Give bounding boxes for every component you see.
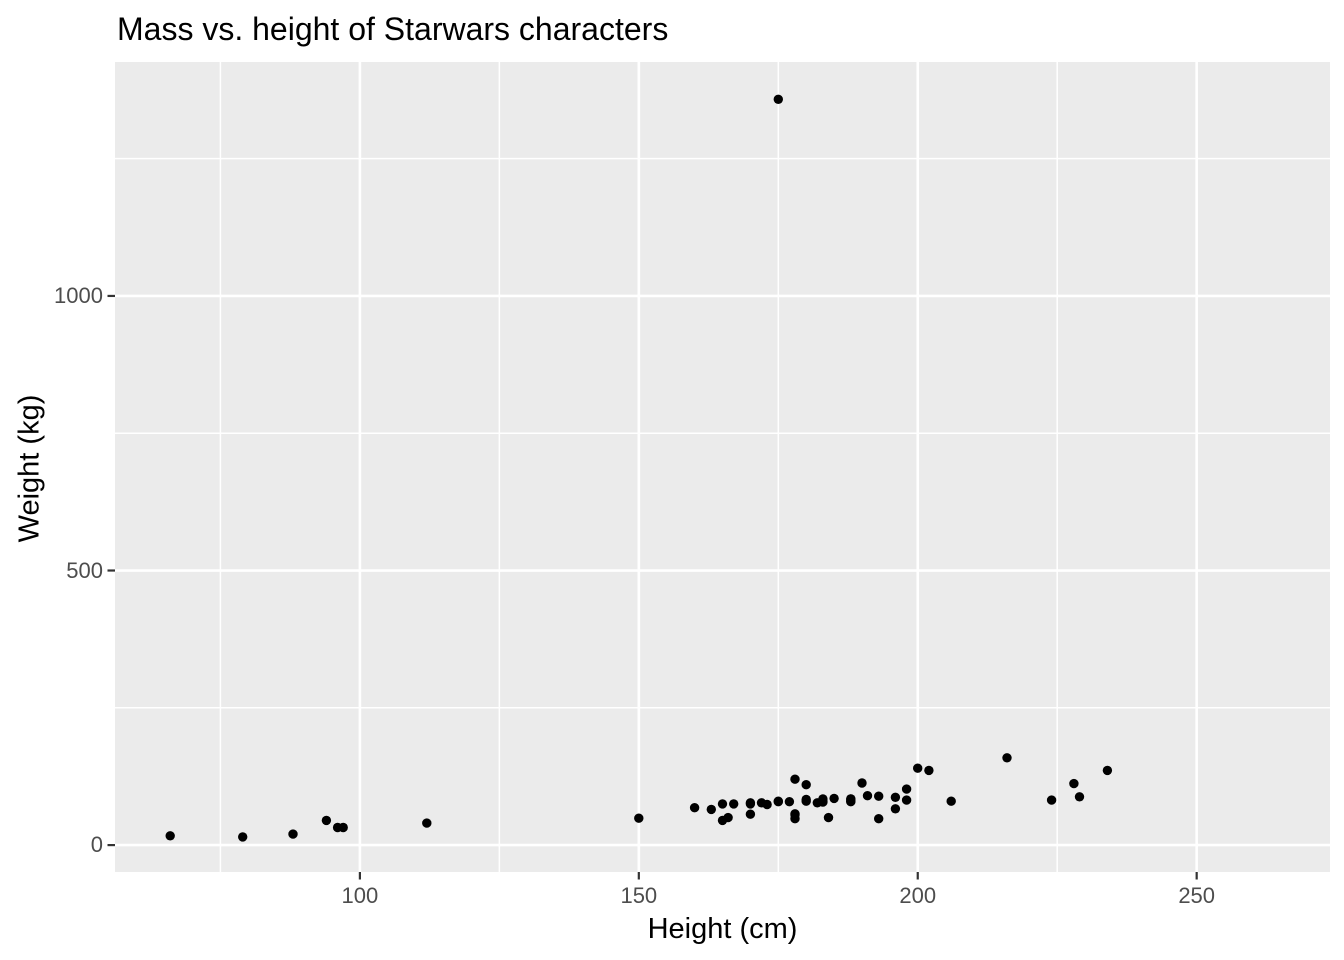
data-point bbox=[165, 831, 175, 841]
data-point bbox=[846, 797, 856, 807]
data-point bbox=[745, 809, 756, 819]
x-tick-label: 100 bbox=[341, 883, 379, 908]
data-point bbox=[913, 763, 923, 773]
data-point bbox=[422, 818, 432, 828]
data-point bbox=[857, 778, 867, 788]
data-point bbox=[762, 799, 772, 810]
data-point bbox=[634, 813, 644, 823]
data-point bbox=[901, 795, 912, 805]
data-point bbox=[874, 814, 884, 824]
y-tick-label: 0 bbox=[90, 832, 103, 858]
data-point bbox=[829, 793, 839, 804]
y-tick-label: 500 bbox=[66, 557, 103, 583]
data-point bbox=[1102, 765, 1113, 776]
data-point bbox=[321, 815, 332, 826]
data-point bbox=[729, 799, 739, 809]
data-point bbox=[946, 796, 956, 806]
data-point bbox=[784, 797, 795, 807]
data-point bbox=[790, 774, 800, 784]
data-point bbox=[717, 799, 728, 809]
data-point bbox=[338, 822, 348, 833]
data-point bbox=[689, 803, 700, 813]
y-tick-label: 1000 bbox=[54, 282, 103, 308]
data-point bbox=[890, 804, 901, 814]
data-point bbox=[717, 815, 728, 826]
data-point bbox=[818, 796, 828, 806]
data-point bbox=[773, 94, 783, 105]
x-axis-title: Height (cm) bbox=[647, 913, 798, 945]
y-axis-title: Weight (kg) bbox=[13, 394, 46, 543]
x-tick-label: 200 bbox=[899, 883, 937, 908]
data-point bbox=[288, 829, 298, 839]
data-point bbox=[790, 814, 800, 824]
plot-title: Mass vs. height of Starwars characters bbox=[117, 11, 669, 47]
data-point bbox=[801, 780, 811, 790]
plot-panel bbox=[115, 62, 1330, 872]
x-tick-label: 150 bbox=[620, 883, 658, 908]
data-point bbox=[1046, 795, 1057, 805]
data-point bbox=[801, 794, 811, 805]
data-point bbox=[874, 791, 884, 801]
data-point bbox=[1002, 753, 1012, 763]
data-point bbox=[745, 799, 756, 809]
x-tick-label: 250 bbox=[1178, 883, 1216, 908]
data-point bbox=[890, 792, 901, 802]
data-point bbox=[1074, 792, 1085, 802]
data-point bbox=[862, 791, 873, 801]
data-point bbox=[238, 832, 248, 842]
data-point bbox=[1069, 778, 1079, 789]
data-point bbox=[924, 765, 934, 776]
data-point bbox=[901, 784, 912, 794]
data-point bbox=[823, 812, 834, 823]
data-point bbox=[706, 804, 716, 815]
data-point bbox=[773, 796, 783, 806]
